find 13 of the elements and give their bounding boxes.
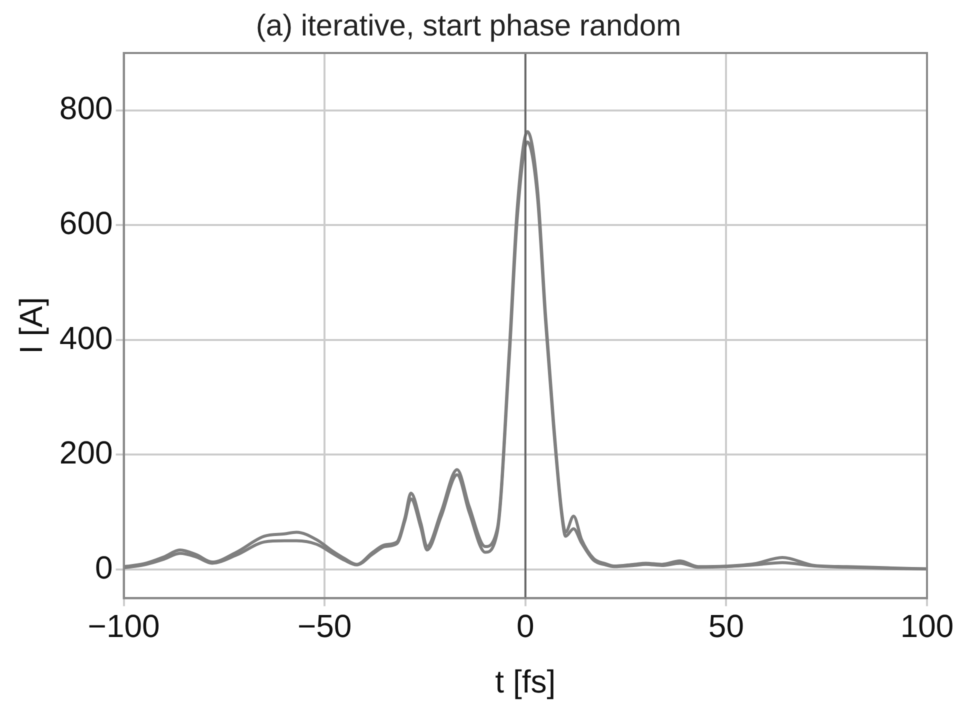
chart-title: (a) iterative, start phase random xyxy=(256,9,682,42)
x-axis-title: t [fs] xyxy=(495,664,556,700)
y-tick-label: 600 xyxy=(59,204,113,241)
y-tick-label: 800 xyxy=(59,90,113,126)
x-tick-label: 0 xyxy=(516,608,534,644)
x-tick-label: 100 xyxy=(900,608,954,644)
y-axis-title: I [A] xyxy=(13,297,50,354)
x-tick-label: 50 xyxy=(708,608,744,644)
y-tick-label: 400 xyxy=(59,320,113,356)
x-tick-label: −100 xyxy=(88,608,160,644)
y-tick-label: 200 xyxy=(59,434,113,471)
x-tick-label: −50 xyxy=(297,608,352,644)
y-tick-label: 0 xyxy=(94,549,113,586)
